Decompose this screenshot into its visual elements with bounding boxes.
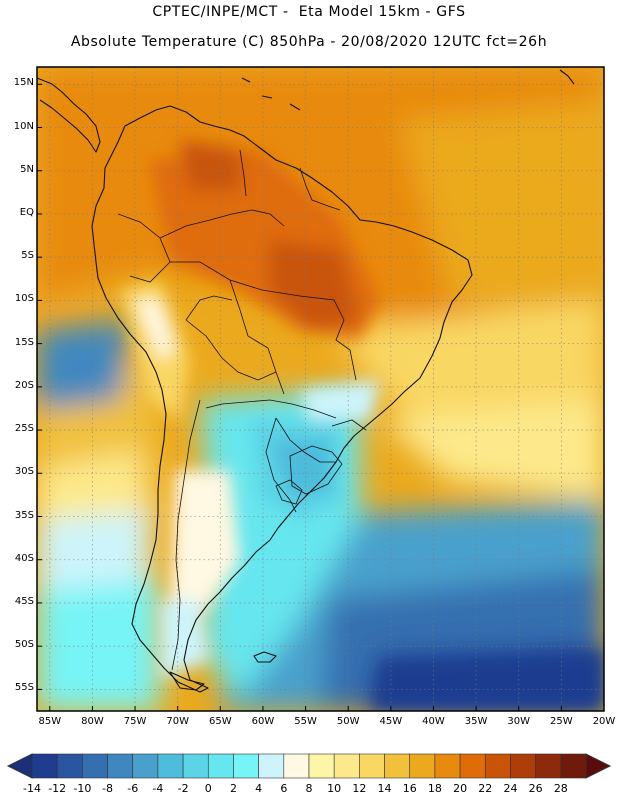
colorbar-label: 2 [229,782,237,795]
colorbar-label: 4 [255,782,263,795]
lon-label: 60W [251,716,275,727]
lat-label: 40S [14,552,34,564]
colorbar-swatch [510,753,536,779]
colorbar-swatch [535,753,562,779]
colorbar-swatch [182,753,209,779]
lat-label: 55S [14,682,34,694]
colorbar-label: -10 [73,782,92,795]
colorbar-swatch [384,753,411,779]
temperature-field [37,67,604,711]
lat-lon-grid [37,67,605,711]
lon-label: 65W [209,716,232,727]
colorbar-swatch [132,753,159,779]
colorbar-swatch [359,753,385,779]
colorbar-label: 12 [352,782,367,795]
lat-label: 5N [20,163,34,175]
colorbar-label: -6 [127,782,139,795]
colorbar-swatch [207,753,234,779]
colorbar-swatch [56,753,83,779]
lon-label: 35W [464,716,488,727]
caribbean-islands [241,69,575,111]
lon-label: 30W [507,716,531,727]
colorbar-swatch [409,753,436,779]
colorbar-label: 28 [553,782,568,795]
lat-label: 15S [14,336,34,348]
lat-label: 20S [14,379,34,391]
colorbar-label: 20 [453,782,468,795]
colorbar-label: -4 [152,782,164,795]
south-america-coastline [91,105,473,693]
colorbar-label: 8 [305,782,313,795]
lat-label: 15N [13,77,34,89]
colorbar-swatch [258,753,285,779]
lon-label: 40W [422,716,445,727]
colorbar-label: 22 [478,782,493,795]
lat-label: 35S [14,509,34,521]
colorbar-label: -12 [48,782,67,795]
lat-label: 10N [13,120,34,132]
lat-label: 25S [14,423,34,435]
colorbar-swatch [308,753,335,779]
lat-label: EQ [19,206,34,218]
colorbar-label: 18 [427,782,442,795]
colorbar-label: 14 [377,782,392,795]
colorbar-swatch [333,753,360,779]
colorbar-swatch [459,753,486,779]
colorbar-label: 24 [503,782,518,795]
colorbar-swatch [484,753,511,779]
axis-ticks [37,83,605,711]
colorbar-swatch [283,753,310,779]
lon-label: 20W [592,716,616,727]
lat-label: 50S [14,639,34,651]
coastlines [36,69,575,693]
central-america-coastline [36,77,101,153]
colorbar-swatch [157,753,184,779]
title-line-2: Absolute Temperature (C) 850hPa - 20/08/… [70,34,548,50]
colorbar-swatch [233,753,259,779]
colorbar-label: -8 [102,782,114,795]
lat-label: 5S [21,250,34,262]
title-line-1: CPTEC/INPE/MCT - Eta Model 15km - GFS [152,4,466,20]
lon-label: 25W [550,716,573,727]
lon-label: 70W [166,716,189,727]
colorbar-label: 0 [204,782,212,795]
colorbar-swatch [107,753,134,779]
lon-label: 50W [336,716,360,727]
colorbar-high-arrow [585,753,612,779]
country-borders [117,149,367,671]
lon-label: 45W [379,716,403,727]
colorbar-label: -2 [177,782,189,795]
falklands-islands [253,651,277,663]
lon-label: 55W [294,716,317,727]
colorbar-swatch [560,753,587,779]
colorbar-low-arrow [6,753,33,779]
colorbar-label: 6 [280,782,288,795]
colorbar-label: 10 [327,782,342,795]
lat-label: 45S [14,595,34,607]
lon-label: 85W [38,716,62,727]
colorbar-swatch [434,753,461,779]
lon-label: 80W [81,716,104,727]
tierra-del-fuego [169,671,205,691]
lat-label: 10S [14,293,34,305]
lat-label: 30S [14,466,34,478]
colorbar-label: 16 [402,782,417,795]
lon-label: 75W [123,716,147,727]
colorbar [6,753,612,779]
colorbar-label: -14 [23,782,41,795]
plot-frame [36,66,605,712]
colorbar-swatch [82,753,108,779]
colorbar-swatch [31,753,58,779]
colorbar-label: 26 [528,782,543,795]
